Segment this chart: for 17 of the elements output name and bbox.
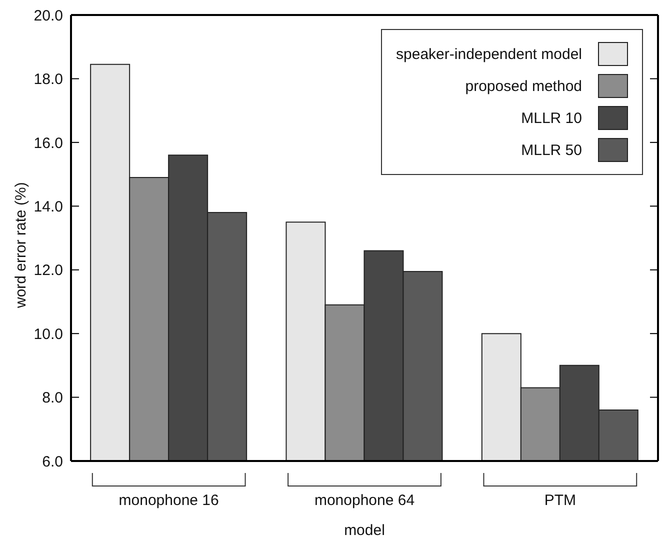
y-tick-label: 18.0 (34, 71, 63, 88)
legend-label: proposed method (465, 78, 582, 94)
y-tick-label: 10.0 (34, 326, 63, 343)
y-tick-label: 8.0 (42, 390, 63, 407)
x-tick-label: monophone 64 (314, 492, 415, 509)
x-tick-label: PTM (544, 492, 576, 509)
legend-label: MLLR 10 (521, 110, 582, 126)
legend-label: speaker-independent model (396, 46, 582, 62)
x-axis-title: model (344, 522, 385, 539)
x-tick-label: monophone 16 (118, 492, 219, 509)
y-tick-label: 6.0 (42, 453, 63, 470)
legend-label: MLLR 50 (521, 142, 582, 158)
y-tick-label: 12.0 (34, 262, 63, 280)
y-axis-title: word error rate (%) (12, 182, 30, 309)
y-tick-label: 20.0 (34, 7, 63, 24)
y-tick-label: 14.0 (34, 198, 63, 216)
y-tick-label: 16.0 (34, 134, 63, 152)
